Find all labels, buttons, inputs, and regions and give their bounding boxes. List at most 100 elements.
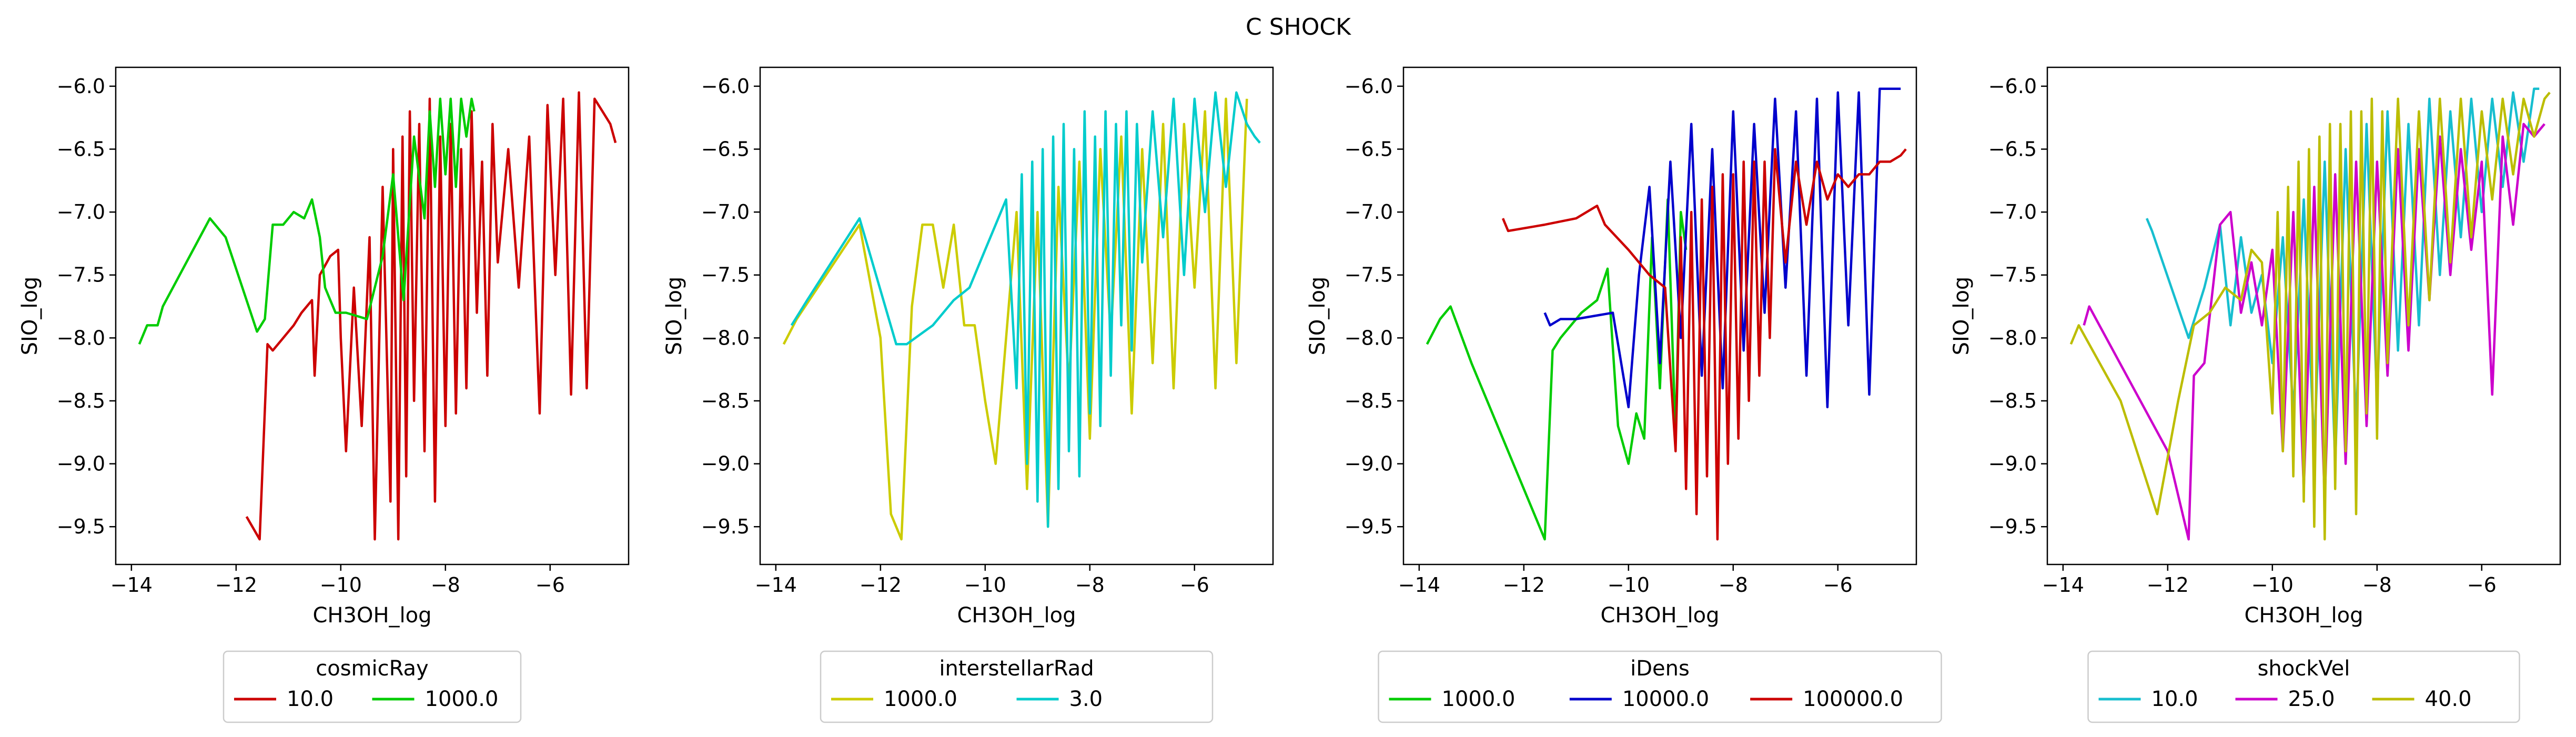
y-tick-label: −7.5 <box>1345 264 1393 287</box>
y-tick-label: −9.5 <box>57 515 105 538</box>
legend-label-1: 1000.0 <box>884 687 957 711</box>
x-tick-label: −14 <box>1398 573 1440 597</box>
legend-label-3: 100000.0 <box>1803 687 1903 711</box>
x-axis-label: CH3OH_log <box>957 603 1076 628</box>
x-tick-label: −6 <box>2467 573 2497 597</box>
x-tick-label: −10 <box>964 573 1006 597</box>
chart-panel-2: −14 −12 −10 −8 −6 −9.5 −9.0 −8.5 −8.0 −7.5 −7.0 −6.… <box>662 66 1274 723</box>
legend-label-3: 40.0 <box>2425 687 2472 711</box>
legend-label-1: 10.0 <box>2151 687 2198 711</box>
legend-title: interstellarRad <box>939 657 1094 681</box>
figure-title: C SHOCK <box>1246 14 1351 41</box>
plot-frame <box>759 66 1274 566</box>
x-tick-label: −8 <box>2362 573 2392 597</box>
plot-frame <box>115 66 630 566</box>
y-tick-label: −9.0 <box>1988 452 2037 476</box>
series-group <box>782 91 1261 541</box>
legend-label-2: 3.0 <box>1069 687 1103 711</box>
legend-box <box>820 650 1214 723</box>
x-tick-label: −6 <box>536 573 565 597</box>
y-axis-label: SIO_log <box>18 277 42 356</box>
chart-panel-1: −14 −12 −10 −8 −6 −9.5 −9.0 −8.5 −8.0 −7.5 −7.0 −6.… <box>18 66 630 723</box>
legend-label-1: 10.0 <box>287 687 334 711</box>
x-tick-label: −12 <box>215 573 257 597</box>
y-tick-label: −7.0 <box>1988 200 2037 224</box>
y-axis-label: SIO_log <box>1306 277 1330 356</box>
x-axis-label: CH3OH_log <box>313 603 432 628</box>
legend-label-2: 10000.0 <box>1622 687 1709 711</box>
y-tick-label: −6.0 <box>1345 75 1393 98</box>
y-tick-label: −6.5 <box>1988 138 2037 161</box>
y-tick-label: −8.0 <box>1988 326 2037 349</box>
chart-panel-3: −14 −12 −10 −8 −6 −9.5 −9.0 −8.5 −8.0 −7.5 −7.0 −6.… <box>1306 66 1942 723</box>
plot-frame <box>2046 66 2561 566</box>
legend-title: cosmicRay <box>316 657 428 681</box>
legend-box <box>1378 650 1942 723</box>
x-tick-label: −10 <box>320 573 362 597</box>
legend: cosmicRay 10.0 1000.0 <box>223 650 522 723</box>
legend-title: shockVel <box>2258 657 2350 681</box>
y-tick-label: −8.0 <box>701 326 750 349</box>
y-tick-label: −9.0 <box>57 452 105 476</box>
y-tick-label: −6.5 <box>701 138 750 161</box>
legend-label-2: 25.0 <box>2288 687 2335 711</box>
series-line-2 <box>790 91 1261 528</box>
x-tick-label: −8 <box>1075 573 1105 597</box>
series-line-2 <box>1543 87 1901 409</box>
x-tick-label: −8 <box>1719 573 1748 597</box>
y-tick-label: −9.5 <box>1345 515 1393 538</box>
series-line-3 <box>1501 148 1907 541</box>
x-tick-label: −14 <box>755 573 797 597</box>
legend-label-1: 1000.0 <box>1442 687 1516 711</box>
y-axis-label: SIO_log <box>1949 277 1974 356</box>
series-group <box>2069 87 2551 541</box>
legend-box <box>223 650 522 723</box>
y-tick-label: −8.5 <box>1988 389 2037 412</box>
x-tick-label: −12 <box>1503 573 1545 597</box>
y-tick-label: −7.5 <box>57 264 105 287</box>
plot-frame <box>1402 66 1917 566</box>
x-axis-label: CH3OH_log <box>1601 603 1720 628</box>
x-tick-label: −8 <box>431 573 460 597</box>
y-tick-label: −9.0 <box>701 452 750 476</box>
y-tick-label: −9.5 <box>1988 515 2037 538</box>
series-line-1 <box>1426 198 1688 541</box>
legend: interstellarRad 1000.0 3.0 <box>820 650 1214 723</box>
y-tick-label: −6.5 <box>57 138 105 161</box>
y-tick-label: −6.0 <box>57 75 105 98</box>
y-tick-label: −7.0 <box>1345 200 1393 224</box>
y-tick-label: −6.5 <box>1345 138 1393 161</box>
y-tick-label: −9.5 <box>701 515 750 538</box>
series-line-3 <box>2069 92 2551 541</box>
x-tick-label: −12 <box>860 573 902 597</box>
y-tick-label: −8.0 <box>1345 326 1393 349</box>
y-tick-label: −7.0 <box>701 200 750 224</box>
y-tick-label: −7.5 <box>1988 264 2037 287</box>
y-tick-label: −8.0 <box>57 326 105 349</box>
series-line-2 <box>138 97 476 345</box>
y-tick-label: −7.5 <box>701 264 750 287</box>
x-tick-label: −10 <box>1608 573 1650 597</box>
legend: iDens 1000.0 10000.0 100000.0 <box>1378 650 1942 723</box>
x-tick-label: −14 <box>2042 573 2084 597</box>
x-tick-label: −14 <box>110 573 153 597</box>
y-tick-label: −7.0 <box>57 200 105 224</box>
chart-panels: −14 −12 −10 −8 −6 −9.5 −9.0 −8.5 −8.0 −7.5 −7.0 −6.… <box>18 66 2561 723</box>
series-line-1 <box>245 91 617 541</box>
y-axis-label: SIO_log <box>662 277 686 356</box>
y-tick-label: −8.5 <box>1345 389 1393 412</box>
x-axis-label: CH3OH_log <box>2245 603 2363 628</box>
x-tick-label: −6 <box>1180 573 1209 597</box>
chart-panel-4: −14 −12 −10 −8 −6 −9.5 −9.0 −8.5 −8.0 −7.5 −7.0 −6.… <box>1949 66 2561 723</box>
series-group <box>138 91 617 541</box>
legend-box <box>2087 650 2520 723</box>
y-tick-label: −6.0 <box>701 75 750 98</box>
legend: shockVel 10.0 25.0 40.0 <box>2087 650 2520 723</box>
x-tick-label: −10 <box>2251 573 2294 597</box>
y-tick-label: −6.0 <box>1988 75 2037 98</box>
y-tick-label: −8.5 <box>701 389 750 412</box>
legend-title: iDens <box>1630 657 1690 681</box>
y-tick-label: −9.0 <box>1345 452 1393 476</box>
series-group <box>1426 87 1907 541</box>
